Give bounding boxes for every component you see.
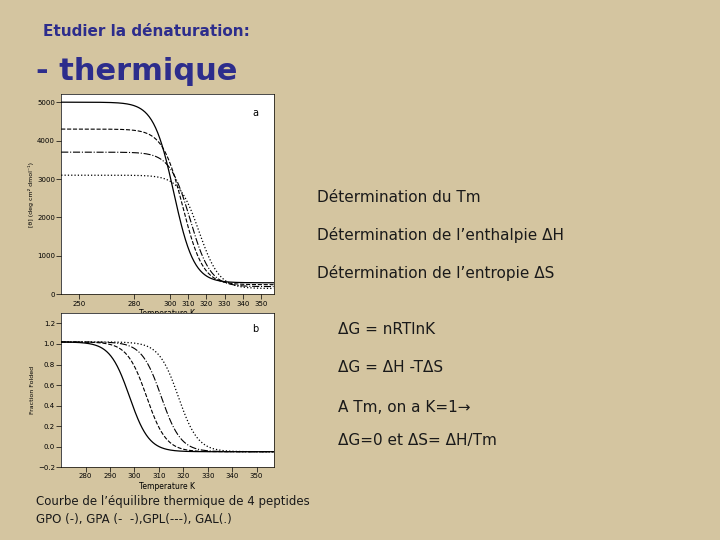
- Text: - thermique: - thermique: [36, 57, 238, 86]
- Text: Etudier la dénaturation:: Etudier la dénaturation:: [43, 24, 250, 39]
- Text: Courbe de l’équilibre thermique de 4 peptides: Courbe de l’équilibre thermique de 4 pep…: [36, 495, 310, 508]
- Text: a: a: [253, 109, 258, 118]
- Y-axis label: [θ] (deg cm² dmol⁻¹): [θ] (deg cm² dmol⁻¹): [28, 162, 34, 227]
- X-axis label: Temperature K: Temperature K: [140, 482, 195, 491]
- Text: Détermination de l’entropie ΔS: Détermination de l’entropie ΔS: [317, 265, 554, 281]
- Text: ΔG = nRTlnK: ΔG = nRTlnK: [338, 322, 436, 337]
- Text: Détermination du Tm: Détermination du Tm: [317, 190, 480, 205]
- Text: GPO (-), GPA (-  -),GPL(---), GAL(.): GPO (-), GPA (- -),GPL(---), GAL(.): [36, 513, 232, 526]
- Text: b: b: [253, 324, 258, 334]
- Text: A Tm, on a K=1→: A Tm, on a K=1→: [338, 400, 471, 415]
- Text: Détermination de l’enthalpie ΔH: Détermination de l’enthalpie ΔH: [317, 227, 564, 243]
- Text: ΔG = ΔH -TΔS: ΔG = ΔH -TΔS: [338, 360, 444, 375]
- Text: ΔG=0 et ΔS= ΔH/Tm: ΔG=0 et ΔS= ΔH/Tm: [338, 433, 498, 448]
- Y-axis label: Fraction Folded: Fraction Folded: [30, 366, 35, 414]
- X-axis label: Temperature K: Temperature K: [140, 309, 195, 318]
